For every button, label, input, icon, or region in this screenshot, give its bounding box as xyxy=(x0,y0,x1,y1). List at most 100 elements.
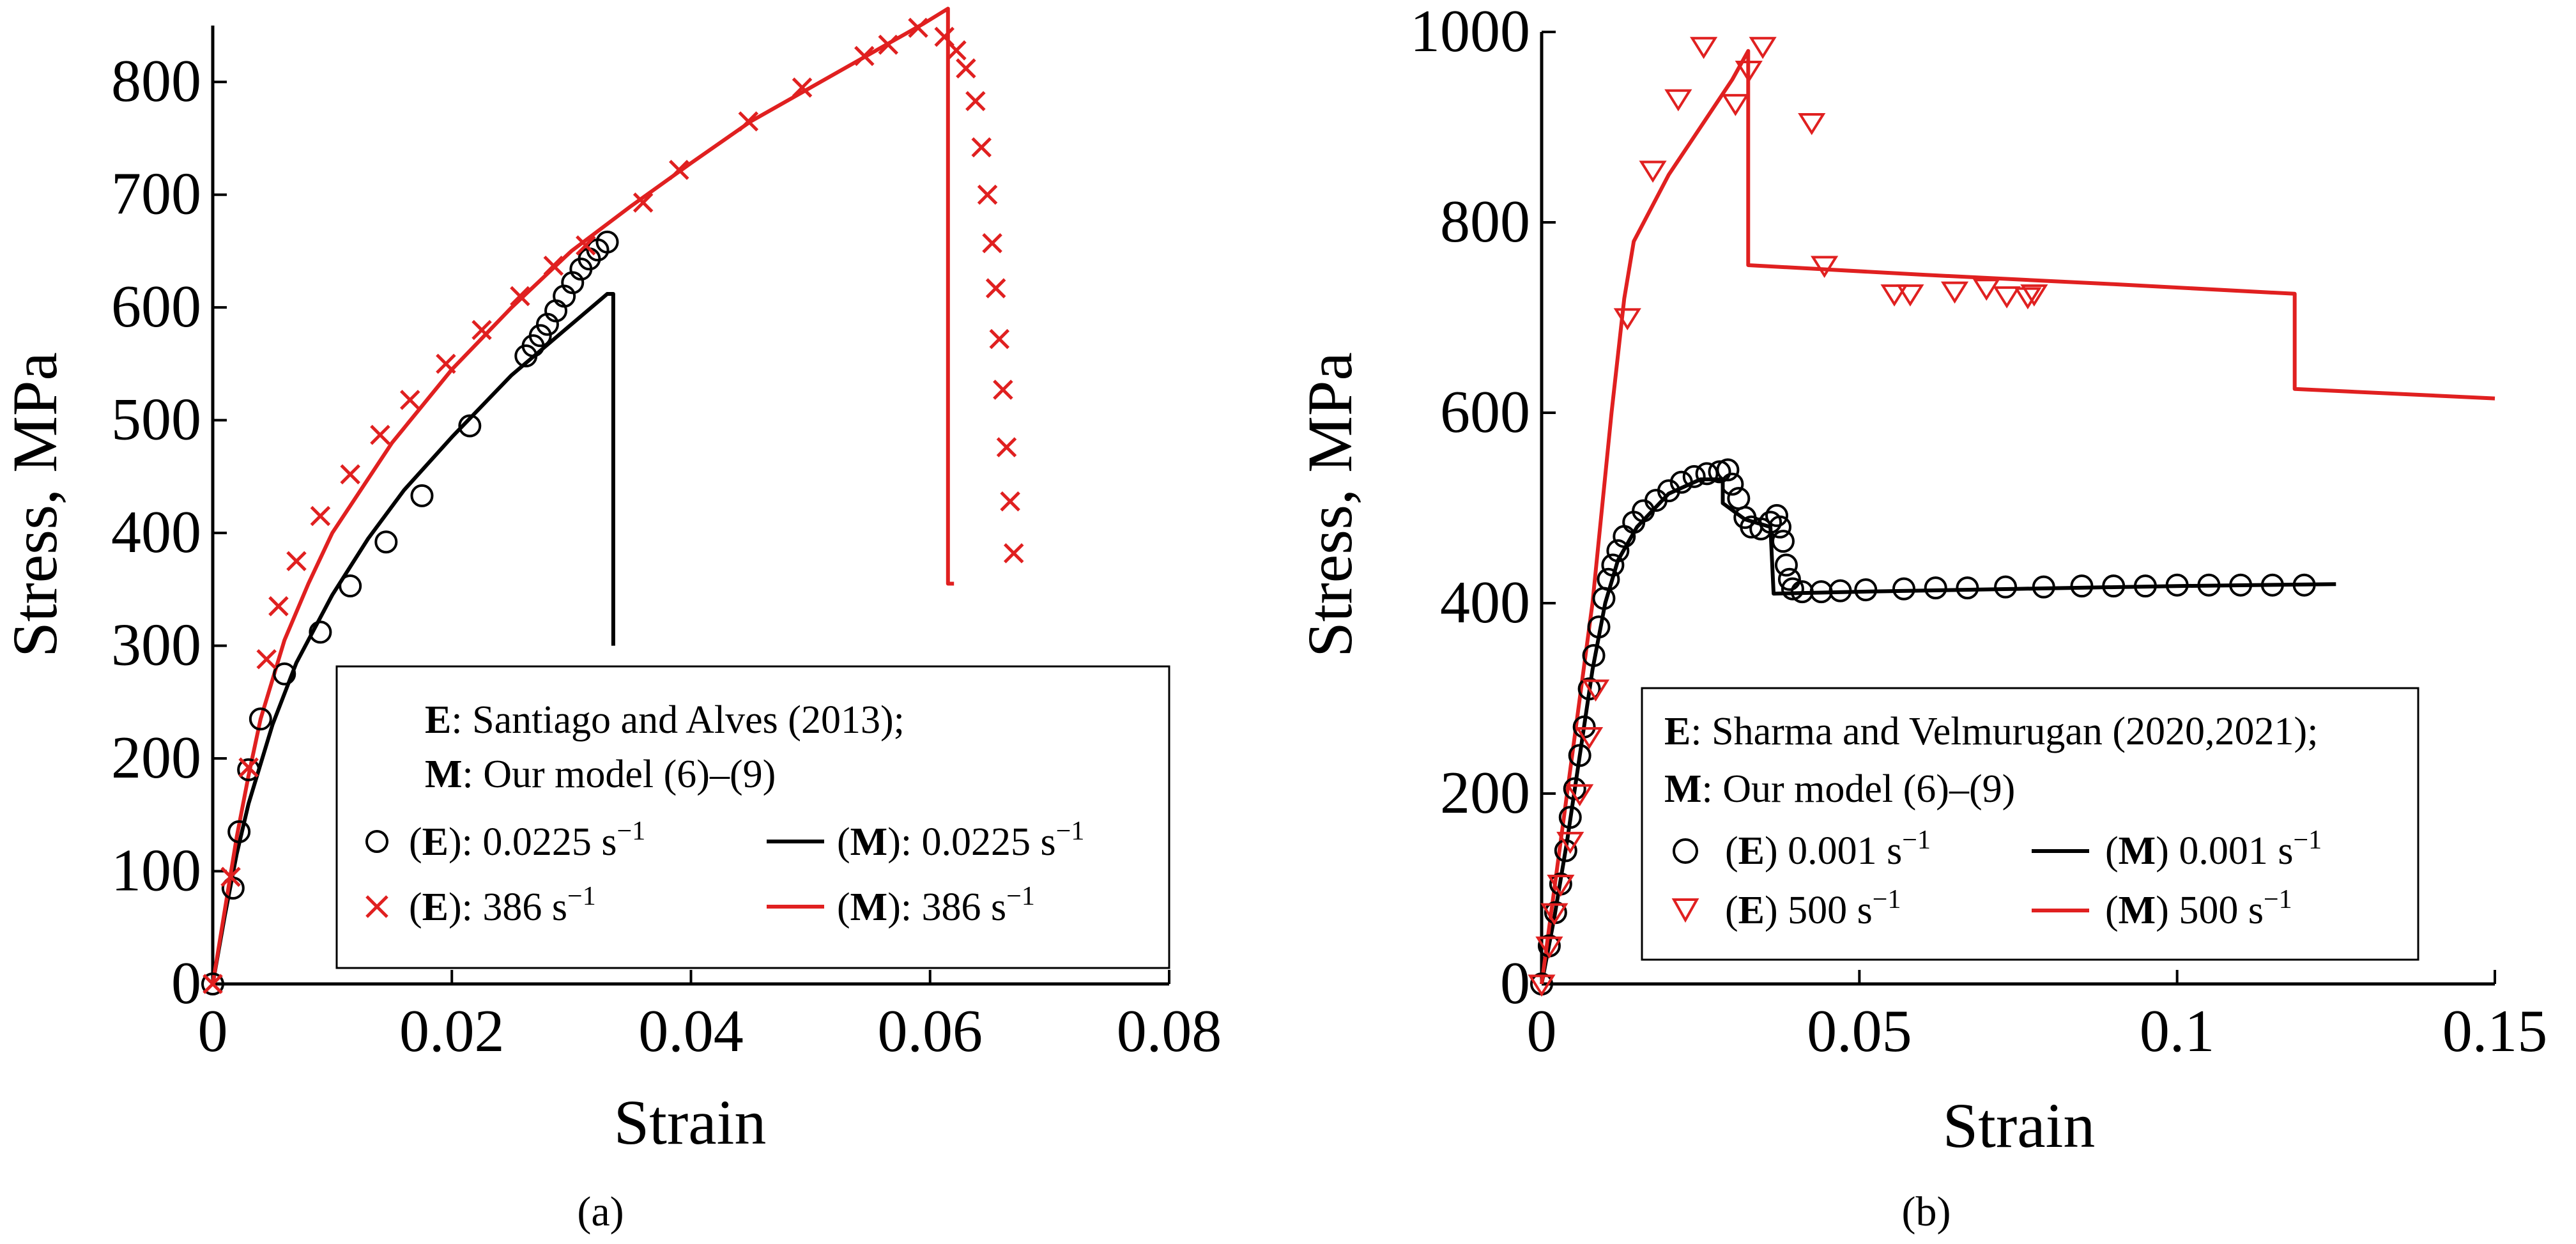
data-point-e2-b xyxy=(1613,308,1641,330)
legend-b-e1-sup: −1 xyxy=(1902,825,1931,855)
data-point-e1-b xyxy=(1558,806,1582,829)
y-tick-label-a: 800 xyxy=(111,48,201,114)
data-point-e1-b xyxy=(2197,573,2221,597)
legend-b-entry-e2: (E) 500 s−1 xyxy=(1725,885,1901,932)
y-tick-label-b: 800 xyxy=(1440,188,1530,255)
legend-b-m2-prefix: ( xyxy=(2105,889,2119,932)
data-point-e2-b xyxy=(1721,94,1749,116)
data-point-e2-a xyxy=(340,464,360,485)
data-point-e1-b xyxy=(1606,539,1630,563)
data-point-e1-b xyxy=(1708,460,1731,484)
data-point-e1-b xyxy=(1994,575,2018,599)
legend-b-m2-bold: M xyxy=(2119,889,2156,932)
legend-b-line1-text: : Sharma and Velmurugan (2020,2021); xyxy=(1690,710,2318,753)
ticks-a: 0 0.02 0.04 0.06 0.08 0 100 200 300 400 500 600 700 8… xyxy=(111,48,1222,1064)
data-point-e1-b xyxy=(1601,553,1625,577)
data-point-e1-a xyxy=(249,707,272,731)
legend-b-marker-e1 xyxy=(1673,838,1698,864)
data-point-e2-a xyxy=(989,328,1010,349)
data-point-e1-b xyxy=(1809,580,1833,604)
legend-a-entry-m2: (M): 386 s−1 xyxy=(837,882,1035,929)
data-point-e2-b xyxy=(1664,89,1692,112)
x-tick-label-b: 0.1 xyxy=(2140,998,2215,1064)
data-point-e2-b xyxy=(2020,284,2048,307)
legend-a-entry-m1: (M): 0.0225 s−1 xyxy=(837,817,1084,864)
data-point-e2-a xyxy=(510,286,530,307)
y-tick-label-b: 200 xyxy=(1440,760,1530,826)
data-point-e1-b xyxy=(1721,472,1744,496)
y-tick-label-a: 100 xyxy=(111,838,201,904)
legend-b-m1-prefix: ( xyxy=(2105,829,2119,873)
series-line-m1-a xyxy=(211,292,615,985)
data-point-e2-a xyxy=(792,77,813,98)
y-tick-label-a: 400 xyxy=(111,499,201,565)
y-tick-label-b: 400 xyxy=(1440,569,1530,636)
legend-b-entry-e1: (E) 0.001 s−1 xyxy=(1725,825,1931,873)
data-point-e2-b xyxy=(1540,903,1568,926)
x-tick-label-a: 0.02 xyxy=(399,998,505,1064)
data-point-e1-a xyxy=(339,574,362,598)
panel-a: 0 0.02 0.04 0.06 0.08 0 100 200 300 400 500 600 700 8… xyxy=(0,6,1222,1235)
legend-b-m1-sup: −1 xyxy=(2293,825,2322,855)
data-point-e1-b xyxy=(1768,515,1791,539)
legend-b-m1-suffix: ) 0.001 s xyxy=(2156,829,2293,873)
x-axis-title-a: Strain xyxy=(614,1087,767,1158)
data-point-e2-a xyxy=(956,58,976,79)
y-tick-label-a: 200 xyxy=(111,725,201,791)
data-point-e2-b xyxy=(1575,727,1604,749)
legend-a-e1-prefix: ( xyxy=(409,820,422,864)
data-point-e2-a xyxy=(1003,543,1024,564)
legend-b-e2-sup: −1 xyxy=(1873,885,1901,914)
legend-a-entry-e1: (E): 0.0225 s−1 xyxy=(409,817,645,864)
data-point-e1-b xyxy=(2165,573,2189,597)
data-point-e1-b xyxy=(2260,573,2284,597)
legend-b-line2: M: Our model (6)–(9) xyxy=(1664,767,2015,811)
legend-a-e2-sup: −1 xyxy=(567,882,596,911)
x-tick-label-a: 0 xyxy=(198,998,228,1064)
data-point-e2-b xyxy=(1749,36,1777,59)
data-point-e1-b xyxy=(1597,567,1620,591)
data-point-e2-b xyxy=(1528,974,1556,997)
legend-b-m2-suffix: ) 500 s xyxy=(2156,889,2264,932)
legend-a-marker-e1 xyxy=(365,830,388,853)
legend-b-e2-suffix: ) 500 s xyxy=(1765,889,1873,932)
data-point-e2-b xyxy=(1880,284,1908,307)
y-tick-label-a: 500 xyxy=(111,387,201,453)
legend-b-line2-bold: M xyxy=(1664,767,1702,811)
legend-b: E: Sharma and Velmurugan (2020,2021); M:… xyxy=(1641,687,2419,961)
data-point-e2-b xyxy=(1690,36,1718,59)
legend-b-line1: E: Sharma and Velmurugan (2020,2021); xyxy=(1664,710,2318,753)
y-tick-label-b: 1000 xyxy=(1410,0,1530,65)
data-point-e2-a xyxy=(946,40,967,61)
data-point-e1-b xyxy=(1774,553,1798,577)
data-point-e2-b xyxy=(1972,279,2000,301)
legend-b-e2-bold: E xyxy=(1738,889,1765,932)
data-point-e1-b xyxy=(1657,479,1680,503)
data-point-e1-b xyxy=(1777,567,1801,591)
legend-a-m2-suffix: ): 386 s xyxy=(887,886,1006,929)
legend-a-m2-bold: M xyxy=(850,886,888,929)
data-point-e1-a xyxy=(201,972,224,995)
data-point-e2-b xyxy=(1735,61,1763,83)
data-point-e2-a xyxy=(985,278,1006,298)
data-point-e2-b xyxy=(1566,784,1594,806)
legend-a-e2-suffix: ): 386 s xyxy=(448,886,567,929)
data-point-e1-b xyxy=(1892,577,1915,601)
data-point-e1-b xyxy=(2070,574,2094,598)
legend-a-e2-bold: E xyxy=(422,886,448,929)
legend-box-a xyxy=(335,665,1170,969)
data-point-e2-a xyxy=(286,551,307,572)
data-point-e2-b xyxy=(1896,284,1924,307)
data-point-e1-a xyxy=(273,662,296,686)
data-point-e2-b xyxy=(1581,679,1610,702)
legend-b-line1-bold: E xyxy=(1664,710,1690,753)
legend-a-m2-prefix: ( xyxy=(837,886,850,929)
data-point-e2-a xyxy=(993,380,1013,400)
legend-b-e1-suffix: ) 0.001 s xyxy=(1765,829,1902,873)
legend-a-e1-bold: E xyxy=(422,820,448,864)
data-point-e2-a xyxy=(436,353,456,374)
data-point-e2-a xyxy=(220,866,241,887)
data-point-e2-a xyxy=(908,17,928,38)
x-tick-label-a: 0.06 xyxy=(878,998,983,1064)
